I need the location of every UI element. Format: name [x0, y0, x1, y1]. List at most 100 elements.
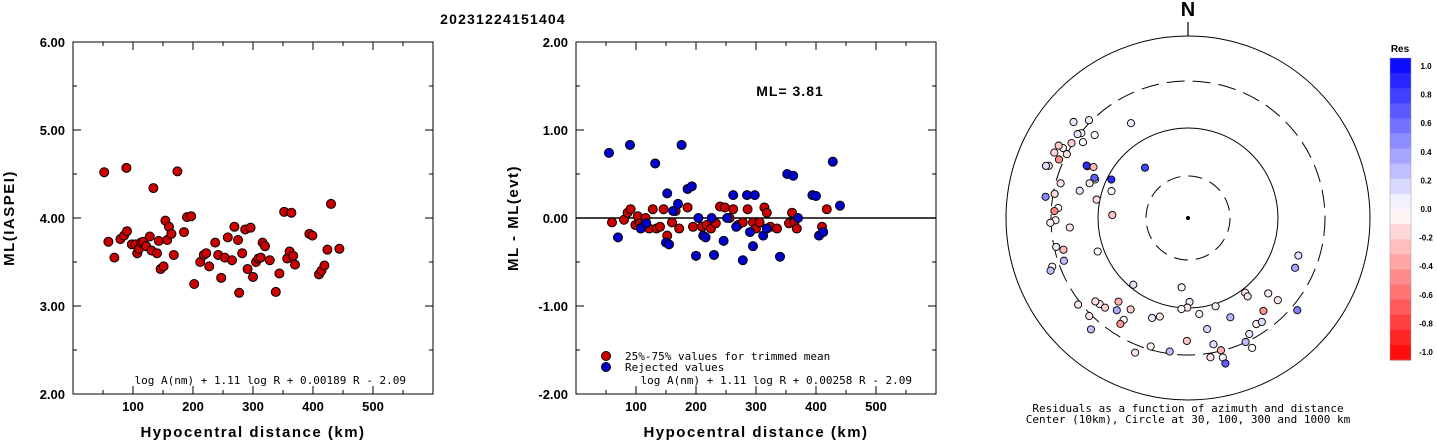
data-point [604, 147, 614, 158]
station-marker [1059, 256, 1068, 265]
ml-value: ML= 3.81 [756, 83, 824, 99]
station-marker [1177, 304, 1186, 314]
data-point [288, 250, 299, 261]
data-point [270, 286, 281, 297]
station-marker [1046, 218, 1055, 227]
colorbar-tick-label: 0.8 [1420, 91, 1432, 100]
station-marker [1203, 325, 1212, 334]
data-point [607, 217, 617, 228]
station-marker [1108, 210, 1117, 220]
station-marker [1107, 187, 1116, 196]
colorbar-swatch [1390, 133, 1411, 150]
ring-30km [1145, 175, 1231, 261]
station-marker [1243, 292, 1252, 301]
data-point [718, 235, 729, 246]
y-tick-label: 3.00 [40, 299, 65, 314]
station-marker [1209, 340, 1218, 349]
y-tick-label: -2.00 [538, 387, 568, 402]
station-marker [1257, 317, 1266, 326]
data-point [242, 264, 253, 275]
station-marker [1245, 329, 1254, 339]
data-point [99, 167, 110, 178]
data-point [229, 221, 240, 232]
x-tick-label: 100 [122, 399, 144, 414]
data-point [148, 183, 159, 194]
station-marker [1248, 343, 1257, 352]
colorbar-swatch [1390, 344, 1411, 361]
data-point [307, 230, 318, 241]
axis-ticks: 100 200 300 400 500 -2.00 -1.00 0.00 1.00 2.00 [538, 35, 936, 414]
data-point [248, 271, 258, 282]
colorbar-swatch [1390, 178, 1411, 195]
station-marker [1211, 302, 1220, 311]
station-marker [1146, 342, 1155, 351]
caption-line-1: Residuals as a function of azimuth and d… [1032, 402, 1343, 415]
colorbar-swatch [1390, 58, 1411, 74]
data-point [233, 235, 243, 245]
y-tick-label: 1.00 [543, 123, 568, 138]
station-marker [1148, 313, 1157, 322]
colorbar-swatch [1390, 103, 1411, 119]
data-point [216, 272, 227, 283]
station-marker [1107, 175, 1116, 184]
data-point [152, 248, 162, 259]
station-marker [1082, 161, 1091, 170]
x-tick-label: 500 [865, 399, 887, 414]
data-point [791, 223, 802, 234]
legend-marker-rejected [601, 362, 611, 372]
data-point [676, 139, 687, 150]
station-marker [1075, 186, 1084, 195]
station-marker [1085, 312, 1094, 321]
station-marker [1226, 313, 1235, 322]
colorbar-tick-label: 0.0 [1420, 205, 1432, 214]
legend: 25%-75% values for trimmed mean Rejected… [601, 350, 830, 374]
ring-300km [1050, 80, 1326, 356]
data-point [274, 268, 285, 279]
data-point [158, 261, 169, 272]
colorbar-swatch [1390, 209, 1411, 225]
data-point [103, 236, 114, 247]
data-point [709, 249, 719, 260]
colorbar-swatch [1390, 148, 1411, 165]
station-marker [1241, 337, 1250, 347]
colorbar-tick-label: -0.2 [1419, 234, 1433, 243]
caption-line-2: Center (10km), Circle at 30, 100, 300 an… [1026, 413, 1351, 426]
x-tick-label: 500 [362, 399, 384, 414]
colorbar-swatch [1390, 118, 1411, 134]
data-point [319, 260, 330, 271]
legend-label-rejected: Rejected values [625, 361, 724, 374]
station-marker [1062, 150, 1071, 159]
colorbar-tick-label: 0.2 [1420, 176, 1432, 185]
colorbar-swatch [1390, 269, 1411, 285]
data-point [204, 261, 215, 272]
station-marker [1054, 141, 1063, 150]
station-marker [1084, 116, 1094, 125]
colorbar-tick-label: 0.6 [1420, 119, 1432, 128]
data-point [153, 235, 164, 246]
data-point [674, 223, 685, 234]
station-marker [1264, 289, 1273, 298]
station-marker [1100, 303, 1110, 312]
station-marker [1221, 359, 1230, 368]
station-marker [1114, 297, 1123, 306]
y-tick-label: 2.00 [543, 35, 568, 50]
station-marker [1294, 251, 1303, 260]
data-point [700, 232, 711, 243]
data-point [222, 232, 233, 243]
data-point [749, 190, 760, 201]
station-marker [1050, 206, 1059, 216]
x-axis-label: Hypocentral distance (km) [643, 424, 868, 441]
center-dot [1186, 216, 1190, 220]
data-point [772, 223, 782, 234]
station-marker [1177, 283, 1186, 292]
colorbar-tick-label: 0.4 [1420, 148, 1432, 157]
y-axis-label: ML - ML(evt) [505, 165, 522, 271]
data-point [144, 231, 155, 242]
x-tick-label: 400 [302, 399, 324, 414]
station-marker [1065, 223, 1074, 232]
y-tick-label: 4.00 [40, 211, 65, 226]
plot-frame [72, 41, 434, 395]
station-marker [1091, 297, 1100, 306]
colorbar-tick-label: -0.4 [1419, 262, 1433, 271]
